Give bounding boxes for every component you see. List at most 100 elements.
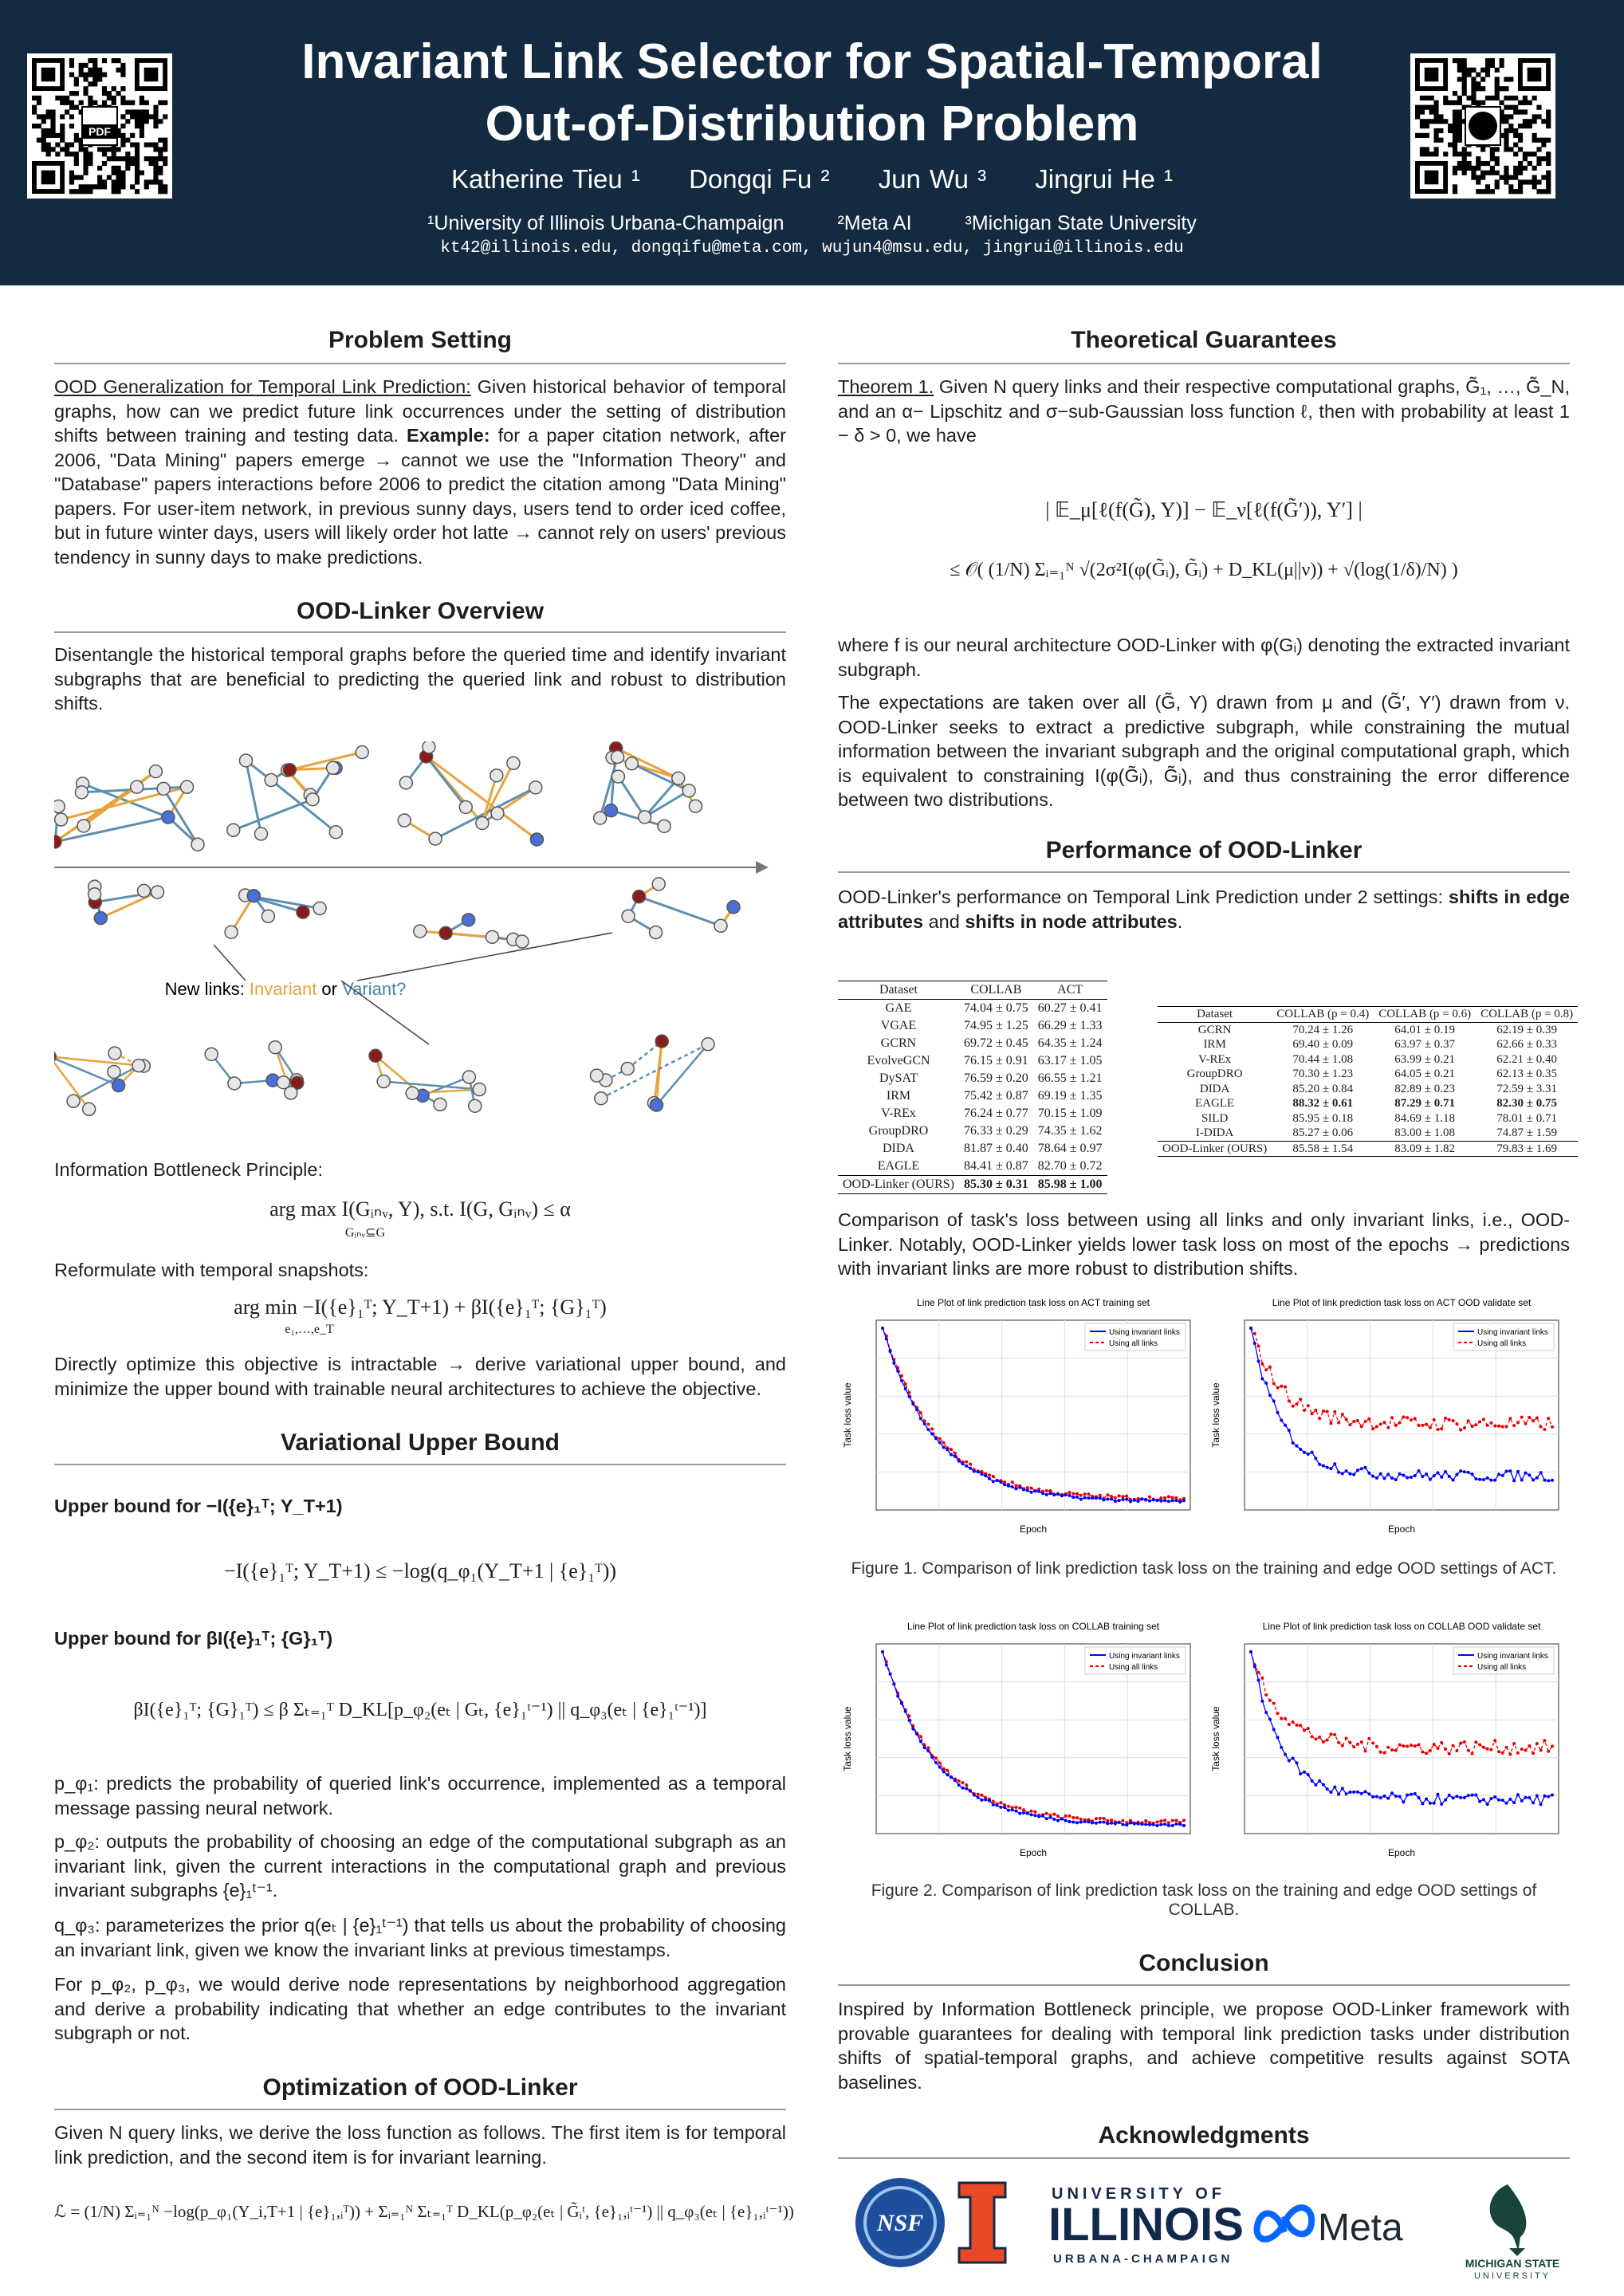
plot-point [1048,1489,1052,1493]
legend-box [1453,1323,1555,1351]
table-cell: GAE [885,1001,912,1015]
qr-module [1419,151,1425,157]
table-row: GroupDRO 76.33 ± 0.29 74.35 ± 1.62 [838,1122,1107,1140]
plot-point [1121,1495,1125,1499]
graph-node [467,1099,482,1113]
graph-node [81,1102,96,1117]
qr-module [1471,81,1477,87]
author: Jun Wu ³ [878,164,987,194]
qr-module [1513,142,1519,147]
qr-module [78,137,84,143]
qr-module [45,128,51,134]
pointer-arrow [356,932,613,981]
qr-module [111,170,116,175]
qr-module [130,184,136,190]
qr-module [111,189,116,195]
graph-node [368,1048,383,1063]
qr-module [69,104,75,110]
table-container: Dataset COLLAB (p = 0.4) COLLAB (p = 0.6) C… [1158,1006,1579,1157]
qr-module [1489,170,1495,175]
qr-module [1522,156,1528,162]
qr-module [1443,95,1449,101]
plot-frame [875,1319,1191,1511]
qr-module [1504,179,1509,185]
qr-module [1457,132,1462,138]
plot-point [1044,1811,1048,1815]
qr-module [1471,67,1477,73]
qr-module [1504,137,1509,143]
table-row: GroupDRO 70.30 ± 1.23 64.05 ± 0.21 62.13 ± … [1158,1067,1578,1082]
qr-module [1513,165,1519,171]
graph-node [413,924,427,938]
qr-module [130,114,136,120]
graph-edge [599,757,619,819]
qr-module [69,142,75,147]
qr-module [134,189,140,195]
qr-module [158,170,163,175]
qr-module [134,165,140,171]
qr-module [1429,109,1434,115]
graph-edge [610,809,665,828]
qr-module [1433,119,1439,124]
text: for a paper citation network, after 2006… [54,425,786,568]
qr-module [78,100,84,105]
qr-module [120,175,126,180]
qr-module [1484,67,1491,73]
plot-point [1087,1818,1091,1822]
qr-module [1517,170,1524,175]
qr-module [134,175,140,180]
table-cell: 74.35 ± 1.62 [1037,1124,1103,1138]
qr-module [1517,184,1524,190]
qr-module [1541,142,1547,147]
graph-node [204,1047,218,1062]
table-row: V-REx 70.44 ± 1.08 63.99 ± 0.21 62.21 ± 0.4… [1158,1052,1578,1067]
qr-module [1433,147,1439,152]
qr-module [1457,124,1462,129]
qr-module [88,81,93,87]
formula-sub: e₁,…,e_T [285,1323,334,1336]
table-cell: 84.69 ± 1.18 [1394,1111,1456,1125]
qr-label: PDF [88,125,111,138]
qr-module [158,165,163,171]
plot-title: Line Plot of link prediction task loss o… [907,1621,1160,1632]
qr-module [1489,189,1495,195]
table-cell: 64.01 ± 0.19 [1394,1023,1456,1036]
qr-module [45,109,51,115]
qr-module [111,156,116,162]
paragraph: p_φ₁: predicts the probability of querie… [54,1773,786,1818]
section-heading: Conclusion [1138,1950,1269,1976]
legend-label: Using invariant links [1477,1652,1548,1661]
paragraph: OOD Generalization for Temporal Link Pre… [54,375,786,569]
qr-module [1499,58,1504,64]
qr-module [1517,124,1524,129]
qr-module [1452,132,1458,138]
table-container: Dataset COLLAB ACT GAE 74.04 ± 0.75 60.27 ± 0… [838,981,1107,1194]
github-icon [1469,112,1497,140]
qr-module [1480,175,1486,180]
series-line [882,1651,1185,1826]
qr-module [1415,104,1421,110]
qr-module [144,100,149,105]
table-cell: V-REx [1198,1052,1232,1066]
plot-point [1014,1484,1018,1488]
qr-module [92,100,98,105]
qr-module [116,67,121,73]
qr-module [1536,156,1542,162]
qr-module [36,124,42,129]
table-header-cell: COLLAB (p = 0.4) [1276,1008,1370,1020]
meta-symbol [1253,2204,1315,2243]
graph-node [611,769,626,784]
qr-module [111,151,116,157]
qr-module [1452,91,1458,96]
qr-module [158,100,163,105]
table-header-cell: Dataset [1197,1008,1233,1020]
table-row: I-DIDA 85.27 ± 0.06 83.00 ± 1.08 74.87 ± 1.… [1158,1126,1578,1141]
table-cell: 85.95 ± 0.18 [1292,1111,1354,1125]
qr-module [116,58,121,64]
qr-module [88,160,93,167]
qr-module [101,72,108,77]
rule [54,1464,786,1465]
qr-module [120,124,126,129]
qr-module [1424,95,1429,101]
